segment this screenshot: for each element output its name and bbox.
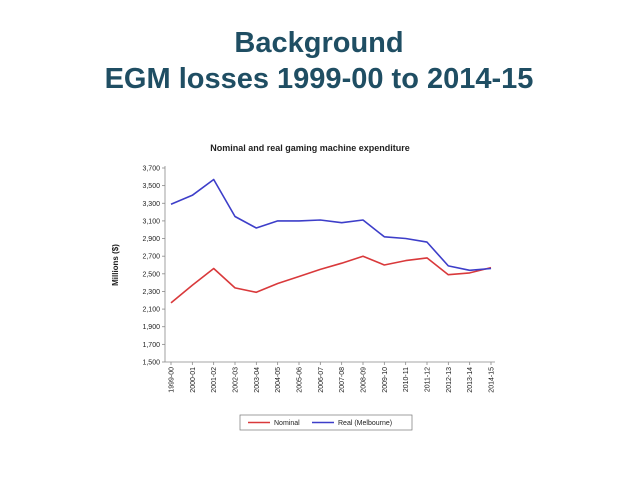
slide-title-line-2: EGM losses 1999-00 to 2014-15	[104, 63, 534, 95]
y-tick-label: 1,500	[142, 360, 160, 367]
x-tick-label: 2007-08	[339, 367, 346, 393]
legend-real-label: Real (Melbourne)	[338, 420, 392, 427]
x-tick-label: 2004-05	[275, 367, 282, 393]
chart-title: Nominal and real gaming machine expendit…	[210, 143, 410, 153]
y-tick-label: 3,100	[142, 218, 160, 225]
x-tick-label: 1999-00	[169, 367, 176, 393]
y-tick-label: 2,700	[142, 254, 160, 261]
y-tick-label: 2,900	[142, 236, 160, 243]
x-tick-label: 2014-15	[489, 367, 496, 393]
series-line-real	[170, 178, 492, 272]
x-tick-label: 2003-04	[254, 367, 261, 393]
y-axis-label: Millions ($)	[111, 244, 120, 286]
x-tick-label: 2013-14	[467, 367, 474, 393]
x-tick-label: 2001-02	[211, 367, 218, 393]
y-tick-label: 1,900	[142, 324, 160, 331]
x-tick-label: 2011-12	[425, 367, 432, 392]
y-tick-label: 3,700	[142, 166, 160, 173]
x-tick-label: 2010-11	[403, 367, 410, 392]
slide-title-line-1: Background	[234, 27, 404, 59]
x-tick-label: 2012-13	[446, 367, 453, 393]
y-tick-label: 2,100	[142, 307, 160, 314]
y-tick-label: 3,500	[142, 183, 160, 190]
x-tick-label: 2000-01	[190, 367, 197, 393]
y-tick-label: 1,700	[142, 342, 160, 349]
series-line-nominal	[170, 255, 492, 304]
x-tick-label: 2008-09	[361, 367, 368, 393]
x-tick-label: 2005-06	[297, 367, 304, 393]
x-tick-label: 2002-03	[233, 367, 240, 393]
legend: Nominal Real (Melbourne)	[239, 414, 413, 431]
x-tick-label: 2006-07	[318, 367, 325, 393]
y-tick-label: 3,300	[142, 201, 160, 208]
y-tick-label: 2,300	[142, 289, 160, 296]
y-tick-label: 2,500	[142, 271, 160, 278]
x-tick-label: 2009-10	[382, 367, 389, 393]
legend-nominal-label: Nominal	[274, 420, 300, 427]
